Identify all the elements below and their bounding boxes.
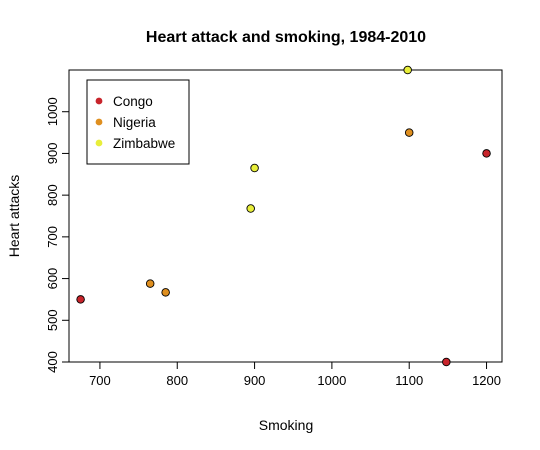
x-axis: 700 800 900 1000 1100 1200 [89,362,501,388]
x-tick-label: 1200 [472,373,501,388]
legend-marker-zimbabwe [95,139,103,147]
y-axis: 400 500 600 700 800 900 1000 [45,97,69,373]
x-tick-label: 1000 [317,373,346,388]
y-tick-label: 800 [45,184,60,206]
y-tick-label: 1000 [45,97,60,126]
x-tick-label: 1100 [395,373,423,388]
legend-marker-nigeria [95,118,103,126]
y-tick-label: 700 [45,226,60,248]
x-tick-label: 900 [244,373,266,388]
x-tick-label: 800 [166,373,188,388]
data-point-congo [442,357,451,367]
data-point-zimbabwe [246,204,255,213]
data-point-congo [482,149,491,158]
data-points [76,65,491,367]
legend-box [86,79,190,165]
x-axis-label: Smoking [259,417,313,433]
legend-marker-congo [95,97,103,105]
plot-area [68,69,503,363]
x-tick-label: 700 [89,373,111,388]
y-tick-label: 600 [45,268,60,290]
legend-label-zimbabwe: Zimbabwe [113,136,175,151]
data-point-zimbabwe [403,65,412,75]
legend: Congo Nigeria Zimbabwe [86,79,190,165]
legend-label-nigeria: Nigeria [113,115,156,130]
data-point-nigeria [145,279,155,288]
y-tick-label: 400 [45,351,60,373]
y-tick-label: 500 [45,309,60,331]
data-point-nigeria [404,128,414,137]
data-point-congo [76,295,85,304]
chart-title: Heart attack and smoking, 1984-2010 [146,29,426,46]
y-axis-label: Heart attacks [6,175,22,257]
y-tick-label: 900 [45,143,60,165]
data-point-nigeria [161,288,170,297]
legend-label-congo: Congo [113,94,153,109]
data-point-zimbabwe [250,163,259,173]
